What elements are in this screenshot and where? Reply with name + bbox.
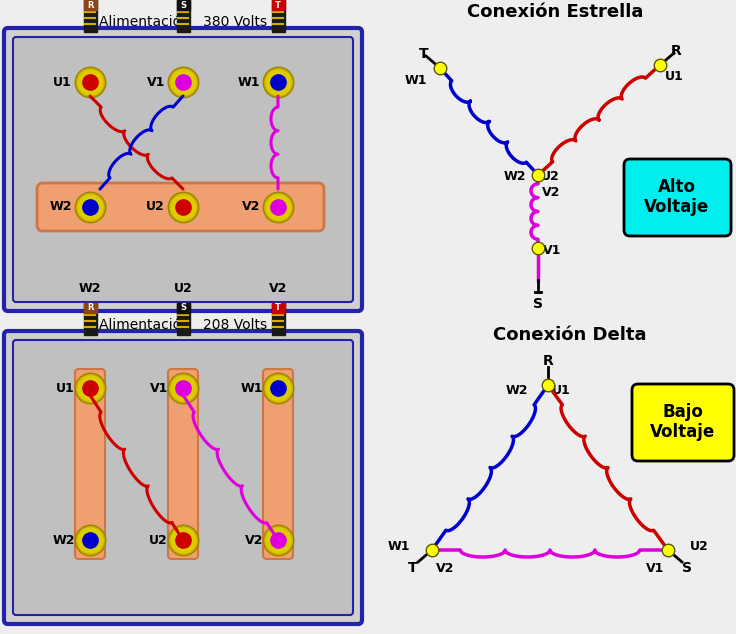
FancyBboxPatch shape — [37, 183, 324, 231]
Text: Alimentación   208 Volts: Alimentación 208 Volts — [99, 318, 267, 332]
Text: W1: W1 — [241, 382, 263, 394]
Text: U1: U1 — [665, 70, 683, 84]
Text: V2: V2 — [542, 186, 560, 200]
Text: R: R — [87, 304, 93, 313]
Bar — [84, 303, 97, 313]
Text: W1: W1 — [405, 74, 428, 86]
Bar — [177, 303, 190, 335]
Text: W2: W2 — [503, 171, 526, 183]
FancyBboxPatch shape — [13, 37, 353, 302]
Text: V1: V1 — [543, 243, 562, 257]
Text: Bajo
Voltaje: Bajo Voltaje — [651, 403, 715, 441]
FancyBboxPatch shape — [263, 369, 293, 559]
Text: V1: V1 — [149, 382, 168, 394]
Text: U1: U1 — [552, 384, 570, 396]
FancyBboxPatch shape — [13, 340, 353, 615]
Text: V2: V2 — [241, 200, 260, 214]
Text: U2: U2 — [541, 171, 560, 183]
Text: U1: U1 — [56, 382, 75, 394]
Bar — [272, 0, 285, 32]
Bar — [272, 303, 285, 335]
FancyBboxPatch shape — [624, 159, 731, 236]
Text: V2: V2 — [436, 562, 454, 574]
Text: V2: V2 — [244, 533, 263, 547]
Text: W2: W2 — [49, 200, 72, 214]
Bar — [177, 303, 190, 313]
Text: Alimentación   380 Volts: Alimentación 380 Volts — [99, 15, 267, 29]
Text: W2: W2 — [506, 384, 528, 396]
Text: U2: U2 — [146, 200, 165, 214]
Text: Conexión Delta: Conexión Delta — [493, 326, 647, 344]
Bar — [177, 0, 190, 10]
Text: Conexión Estrella: Conexión Estrella — [467, 3, 643, 21]
Text: R: R — [542, 354, 553, 368]
FancyBboxPatch shape — [168, 369, 198, 559]
Text: W2: W2 — [79, 283, 102, 295]
FancyBboxPatch shape — [632, 384, 734, 461]
Bar — [84, 0, 97, 32]
Bar — [84, 303, 97, 335]
Text: T: T — [420, 47, 429, 61]
Text: U2: U2 — [690, 540, 709, 552]
Bar — [272, 0, 285, 10]
Text: T: T — [275, 1, 281, 10]
Bar — [177, 0, 190, 32]
Text: V1: V1 — [146, 75, 165, 89]
Text: U2: U2 — [149, 533, 168, 547]
Text: Alto
Voltaje: Alto Voltaje — [645, 178, 710, 216]
Text: U1: U1 — [53, 75, 72, 89]
Bar — [84, 0, 97, 10]
Bar — [272, 303, 285, 313]
FancyBboxPatch shape — [4, 28, 362, 311]
Text: S: S — [682, 561, 692, 575]
FancyBboxPatch shape — [4, 331, 362, 624]
Text: R: R — [87, 1, 93, 10]
Text: W1: W1 — [387, 540, 410, 552]
Text: R: R — [670, 44, 682, 58]
Text: T: T — [275, 304, 281, 313]
Text: W2: W2 — [52, 533, 75, 547]
Text: S: S — [180, 1, 186, 10]
Text: U2: U2 — [174, 283, 192, 295]
Text: V1: V1 — [645, 562, 664, 574]
FancyBboxPatch shape — [75, 369, 105, 559]
Text: V2: V2 — [269, 283, 287, 295]
Text: T: T — [408, 561, 418, 575]
Text: S: S — [533, 297, 543, 311]
Text: W1: W1 — [238, 75, 260, 89]
Text: S: S — [180, 304, 186, 313]
